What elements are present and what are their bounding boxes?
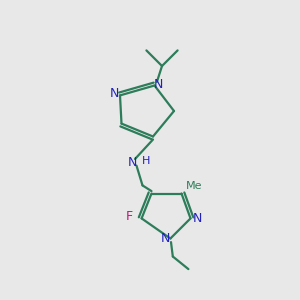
Text: Me: Me xyxy=(186,181,202,191)
Text: N: N xyxy=(192,212,202,225)
Text: H: H xyxy=(142,155,151,166)
Text: N: N xyxy=(153,77,163,91)
Text: N: N xyxy=(110,87,119,101)
Text: N: N xyxy=(128,155,137,169)
Text: F: F xyxy=(125,210,133,224)
Text: N: N xyxy=(161,232,171,245)
